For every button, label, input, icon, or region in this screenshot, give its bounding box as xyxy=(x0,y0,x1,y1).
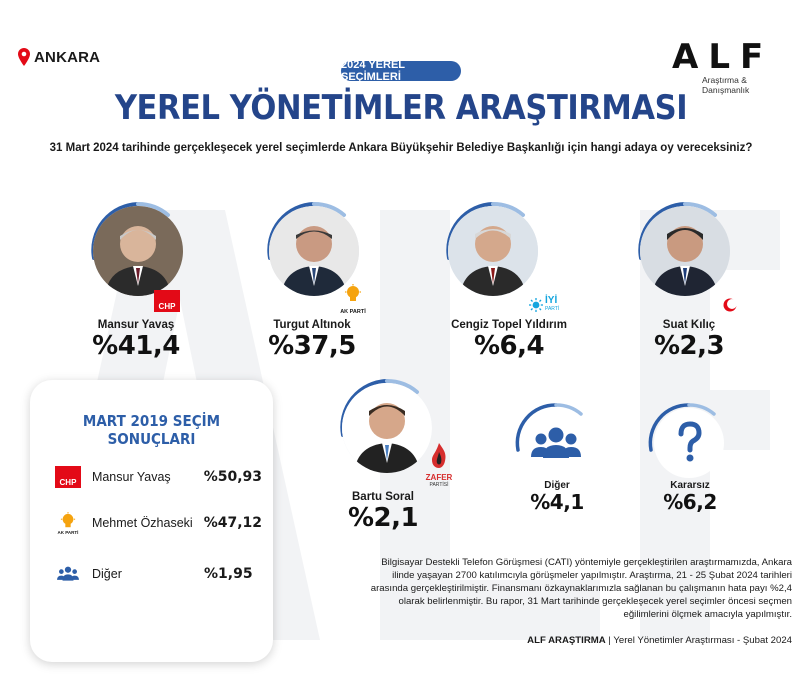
alf-logo: ALF Araştırma & Danışmanlık xyxy=(672,40,792,95)
page-title: YEREL YÖNETİMLER ARAŞTIRMASI xyxy=(114,88,688,128)
ak-parti-text: AK PARTİ xyxy=(340,309,366,315)
chp-logo: CHP xyxy=(154,290,180,312)
people-group-icon xyxy=(521,408,591,478)
zafer-partisi-logo: ZAFER PARTİSİ xyxy=(421,443,457,489)
candidate-card-soral: ZAFER PARTİSİ Bartu Soral %2,1 xyxy=(315,375,475,535)
zafer-sub-text: PARTİSİ xyxy=(429,482,449,488)
footer: ALF ARAŞTIRMA | Yerel Yönetimler Araştır… xyxy=(440,635,792,646)
ak-parti-text: AK PARTİ xyxy=(57,529,79,535)
lightbulb-icon xyxy=(60,511,76,527)
candidate-percentage: %2,1 xyxy=(347,503,419,533)
sun-icon xyxy=(529,298,543,312)
candidate-name: Suat Kılıç xyxy=(662,319,716,331)
crescent-icon xyxy=(721,296,739,314)
candidate-name: Mansur Yavaş xyxy=(97,319,175,331)
candidate-percentage: %6,2 xyxy=(663,490,717,514)
table-row: Diğer %1,95 xyxy=(52,559,262,589)
location-label: ANKARA xyxy=(18,48,100,66)
candidate-name: Turgut Altınok xyxy=(273,319,351,331)
candidate-photo xyxy=(640,206,730,296)
candidate-name: Bartu Soral xyxy=(352,491,414,503)
people-group-icon xyxy=(52,559,84,589)
iyi-sub-text: PARTİ xyxy=(545,306,560,312)
footer-text: | Yerel Yönetimler Araştırması - Şubat 2… xyxy=(608,635,792,646)
candidate-photo xyxy=(93,206,183,296)
ak-parti-logo: AK PARTİ xyxy=(336,284,370,315)
candidate-photo xyxy=(448,206,538,296)
candidate-card-undecided: Kararsız %6,2 xyxy=(610,398,770,518)
table-row: AK PARTİ Mehmet Özhaseki %47,12 xyxy=(52,508,262,538)
iyi-parti-logo: İYİ PARTİ xyxy=(529,294,569,316)
logo-mark: ALF xyxy=(672,37,774,77)
yeniden-refah-logo xyxy=(721,296,739,314)
candidate-percentage: %6,4 xyxy=(473,331,545,361)
ak-parti-logo: AK PARTİ xyxy=(52,508,84,538)
lightbulb-icon xyxy=(345,284,361,301)
chp-logo: CHP xyxy=(52,462,84,492)
methodology-text: Bilgisayar Destekli Telefon Görüşmesi (C… xyxy=(370,557,792,620)
chp-logo-text: CHP xyxy=(59,478,77,487)
table-row: CHP Mansur Yavaş %50,93 xyxy=(52,462,262,492)
flame-icon xyxy=(432,443,446,468)
candidate-photo xyxy=(269,206,359,296)
result-value: %47,12 xyxy=(203,515,262,531)
result-name: Diğer xyxy=(92,567,122,581)
results-2019-panel: MART 2019 SEÇİM SONUÇLARI CHP Mansur Yav… xyxy=(30,380,273,662)
candidate-name: Kararsız xyxy=(670,480,710,491)
candidate-name: Diğer xyxy=(544,480,570,491)
candidate-card-kilic: Suat Kılıç %2,3 xyxy=(609,198,769,361)
candidate-ring xyxy=(648,403,716,452)
location-text: ANKARA xyxy=(34,48,101,66)
survey-question: 31 Mart 2024 tarihinde gerçekleşecek yer… xyxy=(49,142,753,154)
footer-brand: ALF ARAŞTIRMA xyxy=(527,635,606,646)
chp-logo-text: CHP xyxy=(158,302,176,311)
result-value: %1,95 xyxy=(204,566,253,582)
candidate-card-yildirim: İYİ PARTİ Cengiz Topel Yıldırım %6,4 xyxy=(429,198,589,361)
candidate-ring xyxy=(515,403,583,452)
candidate-percentage: %41,4 xyxy=(92,331,180,361)
candidate-card-altinok: AK PARTİ Turgut Altınok %37,5 xyxy=(232,198,392,361)
panel-title: MART 2019 SEÇİM SONUÇLARI xyxy=(82,412,221,448)
result-value: %50,93 xyxy=(203,469,262,485)
candidate-percentage: %2,3 xyxy=(653,331,725,361)
candidate-photo xyxy=(342,383,432,473)
candidate-card-other: Diğer %4,1 xyxy=(477,398,637,518)
election-badge: 2024 YEREL SEÇİMLERİ xyxy=(341,59,461,83)
logo-subtitle: Araştırma & Danışmanlık xyxy=(702,75,750,95)
candidate-name: Cengiz Topel Yıldırım xyxy=(451,319,567,331)
zafer-text: ZAFER xyxy=(425,473,453,482)
iyi-text: İYİ xyxy=(545,295,558,306)
question-mark-icon xyxy=(654,408,724,478)
result-name: Mehmet Özhaseki xyxy=(91,516,193,530)
map-pin-icon xyxy=(18,48,30,66)
candidate-card-yavas: CHP Mansur Yavaş %41,4 xyxy=(56,198,216,361)
result-name: Mansur Yavaş xyxy=(91,470,171,484)
candidate-percentage: %4,1 xyxy=(530,490,584,514)
candidate-percentage: %37,5 xyxy=(268,331,356,361)
